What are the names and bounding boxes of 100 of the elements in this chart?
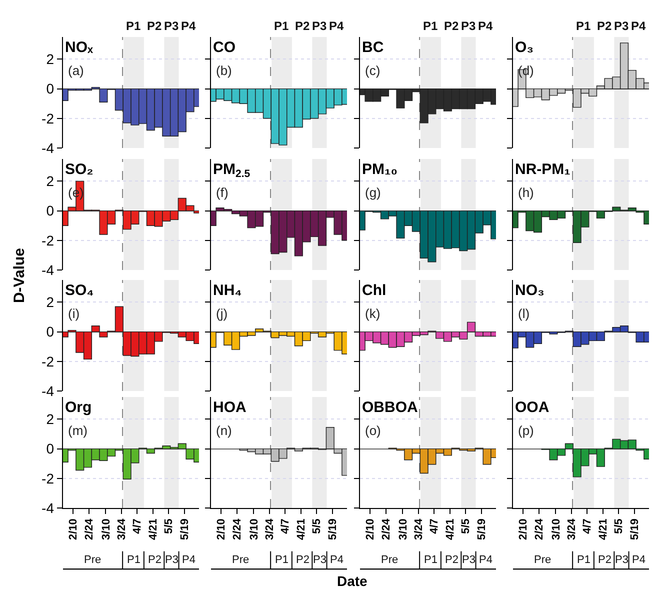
text: (o) <box>365 423 381 438</box>
x-tick-label: 3/24 <box>413 518 426 540</box>
text: P1 <box>126 19 142 33</box>
text: P1 <box>275 554 288 566</box>
chart-title: NO₃ <box>515 282 544 299</box>
chart-title: NOₓ <box>65 39 94 56</box>
x-tick-label: 3/24 <box>566 518 578 540</box>
x-tick-label: 3/24 <box>264 518 276 540</box>
text: (l) <box>518 306 530 321</box>
text: (p) <box>518 423 534 438</box>
text: P3 <box>615 554 628 566</box>
chart-title: O₃ <box>515 39 534 56</box>
text: P1 <box>424 554 438 566</box>
x-tick-label: 2/24 <box>231 518 244 540</box>
y-tick-label: -4 <box>42 140 54 156</box>
y-tick-label: -4 <box>42 500 54 516</box>
y-tick-label: -4 <box>42 262 54 278</box>
x-tick-label: 3/10 <box>550 518 562 540</box>
x-tick-label: 2/24 <box>533 518 546 540</box>
text: Pre <box>534 554 552 566</box>
chart-title: Chl <box>362 282 386 299</box>
text: (h) <box>518 185 534 200</box>
text: P3 <box>462 554 476 566</box>
x-tick-label: 4/7 <box>280 518 292 534</box>
x-tick-label: 4/21 <box>444 518 456 540</box>
text: P2 <box>445 554 458 566</box>
text: P2 <box>147 19 162 33</box>
text: P1 <box>423 19 438 33</box>
y-tick-label: 0 <box>46 440 54 457</box>
x-tick-label: 5/5 <box>460 518 472 534</box>
text: P3 <box>164 19 180 33</box>
chart-title: HOA <box>213 399 246 416</box>
text: P3 <box>461 19 476 33</box>
text: (e) <box>68 185 84 200</box>
chart-title: OBBOA <box>362 399 418 416</box>
text: P2 <box>444 19 460 33</box>
chart-title: PM₁₀ <box>362 161 398 178</box>
x-axis-title: Date <box>337 573 368 589</box>
text: P2 <box>598 554 612 566</box>
y-tick-label: 2 <box>46 294 54 310</box>
text: P2 <box>295 19 310 33</box>
text: P4 <box>631 19 646 33</box>
x-tick-label: 3/10 <box>397 518 410 540</box>
text: (d) <box>518 63 534 78</box>
y-tick-label: 0 <box>46 324 54 340</box>
x-tick-label: 5/19 <box>628 518 641 540</box>
text: Pre <box>381 554 398 566</box>
text: P4 <box>329 19 344 33</box>
text: (i) <box>68 306 80 321</box>
text: P4 <box>478 19 494 33</box>
text: (j) <box>216 306 228 321</box>
text: P2 <box>296 554 310 566</box>
chart-title: SO₂ <box>65 161 94 178</box>
x-tick-label: 5/5 <box>163 518 176 534</box>
text: (g) <box>365 185 381 200</box>
text: (b) <box>216 63 232 78</box>
text: (f) <box>216 185 228 200</box>
text: (n) <box>216 423 232 438</box>
y-axis-title: D-Value <box>10 248 28 304</box>
text: P3 <box>614 19 630 33</box>
text: P3 <box>312 19 328 33</box>
text: P4 <box>632 554 646 566</box>
x-tick-label: 2/24 <box>83 518 96 540</box>
x-tick-label: 5/5 <box>311 518 324 534</box>
x-tick-label: 4/7 <box>428 518 441 534</box>
text: P1 <box>577 554 590 566</box>
text: P2 <box>148 554 162 566</box>
x-tick-label: 2/10 <box>68 518 80 540</box>
y-tick-label: 0 <box>46 202 54 219</box>
chart-title: Org <box>65 399 92 416</box>
y-tick-label: -2 <box>42 110 54 126</box>
x-tick-label: 5/5 <box>613 518 626 534</box>
chart-title: CO <box>213 39 236 56</box>
x-tick-label: 2/10 <box>216 518 228 540</box>
x-tick-label: 3/10 <box>100 518 112 540</box>
x-tick-label: 3/24 <box>116 518 128 540</box>
y-tick-label: 0 <box>46 80 54 97</box>
y-tick-label: -2 <box>42 353 54 370</box>
x-tick-label: 4/21 <box>295 518 308 540</box>
text: P2 <box>597 19 612 33</box>
y-tick-label: -2 <box>42 470 54 486</box>
chart-title: NR-PM₁ <box>515 161 570 178</box>
text: Pre <box>232 554 250 566</box>
y-tick-label: 2 <box>46 51 54 68</box>
text: P4 <box>182 554 196 566</box>
x-tick-label: 2/10 <box>364 518 377 540</box>
x-tick-label: 5/19 <box>178 518 191 540</box>
x-tick-label: 2/24 <box>380 518 392 540</box>
chart-title: SO₄ <box>65 282 94 299</box>
text: P1 <box>274 19 290 33</box>
x-tick-label: 5/19 <box>326 518 339 540</box>
x-tick-label: 4/7 <box>582 518 594 534</box>
x-tick-label: 5/19 <box>476 518 488 540</box>
y-tick-label: 2 <box>46 173 54 190</box>
text: Pre <box>84 554 102 566</box>
text: P4 <box>181 19 196 33</box>
text: (k) <box>365 306 380 321</box>
text: P1 <box>576 19 592 33</box>
x-tick-label: 4/21 <box>597 518 610 540</box>
y-tick-label: -4 <box>42 382 54 399</box>
